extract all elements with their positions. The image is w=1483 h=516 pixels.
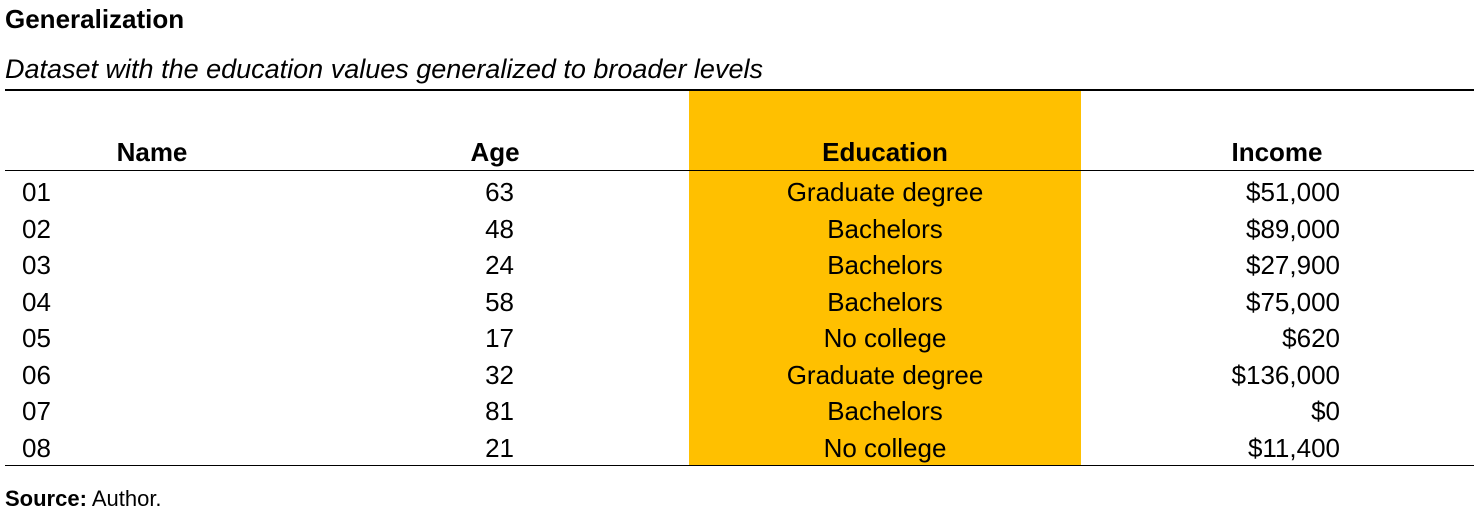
- page-title: Generalization: [5, 4, 185, 34]
- cell-age: 32: [485, 359, 514, 390]
- header-age: Age: [470, 137, 520, 167]
- cell-income: $0: [1311, 396, 1340, 426]
- table-body: 01 63 Graduate degree $51,000 02 48 Bach…: [0, 174, 1483, 466]
- cell-education: No college: [823, 323, 947, 353]
- cell-income: $620: [1282, 323, 1340, 353]
- cell-education: Bachelors: [827, 250, 943, 280]
- cell-income: $89,000: [1246, 213, 1340, 244]
- cell-income: $11,400: [1247, 432, 1340, 463]
- cell-education: No college: [823, 432, 947, 463]
- table-bottom-rule: [5, 465, 1474, 466]
- cell-name: 04: [22, 286, 51, 317]
- source-note: Source: Author.: [5, 485, 162, 513]
- cell-name: 08: [22, 432, 51, 463]
- table-header-rule: [5, 170, 1474, 171]
- table-top-rule: [5, 89, 1474, 91]
- table-row: 04 58 Bachelors $75,000: [0, 284, 1483, 321]
- cell-income: $51,000: [1246, 177, 1340, 207]
- cell-name: 07: [22, 396, 51, 426]
- cell-name: 03: [22, 250, 51, 280]
- table-row: 07 81 Bachelors $0: [0, 393, 1483, 430]
- source-label: Source:: [5, 486, 87, 511]
- cell-education: Graduate degree: [786, 177, 984, 207]
- cell-income: $136,000: [1231, 359, 1340, 390]
- table-row: 03 24 Bachelors $27,900: [0, 247, 1483, 284]
- page-subtitle: Dataset with the education values genera…: [5, 54, 763, 84]
- table-row: 02 48 Bachelors $89,000: [0, 211, 1483, 248]
- cell-education: Graduate degree: [786, 359, 984, 390]
- header-education: Education: [822, 137, 948, 167]
- cell-age: 48: [485, 213, 514, 244]
- cell-income: $27,900: [1246, 250, 1340, 280]
- header-income: Income: [1231, 137, 1323, 167]
- cell-age: 17: [485, 323, 514, 353]
- cell-education: Bachelors: [827, 396, 943, 426]
- cell-age: 81: [485, 396, 514, 426]
- cell-income: $75,000: [1246, 286, 1340, 317]
- cell-name: 01: [22, 177, 51, 207]
- education-column-highlight: [689, 91, 1081, 465]
- source-text: Author.: [91, 486, 162, 511]
- cell-name: 02: [22, 213, 51, 244]
- header-name: Name: [116, 137, 188, 167]
- table-row: 01 63 Graduate degree $51,000: [0, 174, 1483, 211]
- cell-age: 24: [485, 250, 514, 280]
- cell-education: Bachelors: [827, 213, 943, 244]
- cell-age: 58: [485, 286, 514, 317]
- table-row: 06 32 Graduate degree $136,000: [0, 357, 1483, 394]
- table-row: 05 17 No college $620: [0, 320, 1483, 357]
- cell-name: 06: [22, 359, 51, 390]
- cell-age: 21: [485, 432, 514, 463]
- cell-education: Bachelors: [827, 286, 943, 317]
- cell-age: 63: [485, 177, 514, 207]
- table-row: 08 21 No college $11,400: [0, 430, 1483, 467]
- cell-name: 05: [22, 323, 51, 353]
